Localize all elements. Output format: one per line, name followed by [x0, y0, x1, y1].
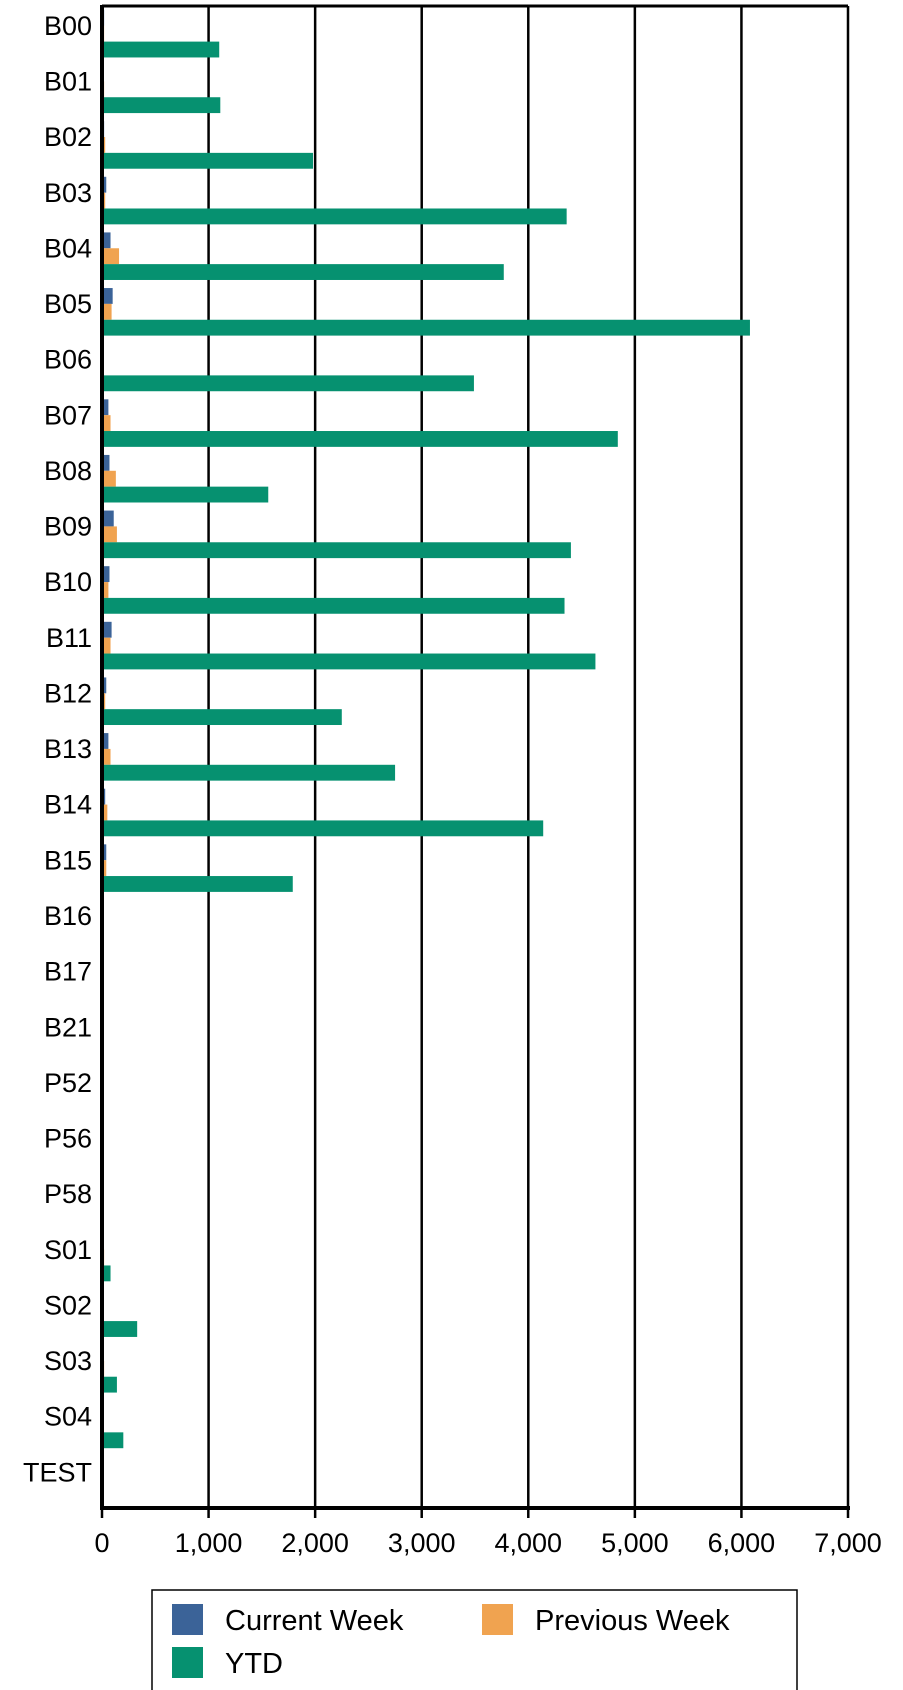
- bar-b10-previous-week: [102, 582, 109, 598]
- category-label: B05: [44, 289, 92, 319]
- x-tick-label: 2,000: [281, 1528, 349, 1558]
- bar-b08-ytd: [102, 486, 269, 503]
- bar-b09-previous-week: [102, 526, 117, 543]
- category-label: S02: [44, 1290, 92, 1320]
- category-label: TEST: [23, 1457, 92, 1487]
- bars: [102, 9, 750, 1504]
- category-label: S01: [44, 1235, 92, 1265]
- category-label: B08: [44, 456, 92, 486]
- legend-box: [151, 1589, 798, 1690]
- x-tick-label: 5,000: [601, 1528, 669, 1558]
- category-label: B06: [44, 345, 92, 375]
- category-label: B09: [44, 512, 92, 542]
- bar-b02-ytd: [102, 152, 314, 169]
- bar-b09-current-week: [102, 510, 114, 527]
- x-tick-label: 1,000: [175, 1528, 243, 1558]
- category-label: B00: [44, 11, 92, 41]
- category-label: B01: [44, 67, 92, 97]
- bar-s01-ytd: [102, 1265, 111, 1282]
- category-label: S04: [44, 1402, 92, 1432]
- axes: [100, 4, 850, 1518]
- bar-b06-ytd: [102, 375, 474, 392]
- bar-b07-current-week: [102, 399, 109, 416]
- bar-b03-current-week: [102, 176, 107, 193]
- bar-b10-ytd: [102, 597, 565, 614]
- category-label: B02: [44, 122, 92, 152]
- bar-b04-ytd: [102, 264, 504, 280]
- category-label: S03: [44, 1346, 92, 1376]
- legend-swatch-ytd: [172, 1647, 203, 1678]
- category-label: B14: [44, 790, 92, 820]
- category-label: P58: [44, 1179, 92, 1209]
- bar-b13-ytd: [102, 764, 396, 781]
- bar-b05-current-week: [102, 288, 113, 304]
- category-label: B10: [44, 567, 92, 597]
- category-label: P52: [44, 1068, 92, 1098]
- bar-b01-ytd: [102, 97, 221, 114]
- legend-swatch-current-week: [172, 1604, 203, 1635]
- category-label: B15: [44, 845, 92, 875]
- bar-b11-ytd: [102, 653, 596, 670]
- category-label: B03: [44, 178, 92, 208]
- bar-b08-current-week: [102, 454, 110, 471]
- bar-b05-ytd: [102, 319, 750, 336]
- category-label: B07: [44, 400, 92, 430]
- bar-b11-current-week: [102, 621, 112, 638]
- bar-s03-ytd: [102, 1376, 117, 1393]
- x-tick-label: 6,000: [708, 1528, 776, 1558]
- category-label: P56: [44, 1124, 92, 1154]
- bar-b14-ytd: [102, 820, 544, 837]
- bar-b07-previous-week: [102, 415, 111, 432]
- category-label: B21: [44, 1012, 92, 1042]
- bar-b11-previous-week: [102, 637, 111, 654]
- category-label: B13: [44, 734, 92, 764]
- bar-b13-current-week: [102, 733, 109, 749]
- bar-b00-ytd: [102, 41, 220, 58]
- bar-b12-ytd: [102, 709, 342, 726]
- bar-b04-previous-week: [102, 248, 120, 265]
- bar-b08-previous-week: [102, 470, 116, 487]
- legend-swatch-previous-week: [482, 1604, 513, 1635]
- x-tick-label: 3,000: [388, 1528, 456, 1558]
- bar-s04-ytd: [102, 1432, 124, 1449]
- legend-label: Current Week: [225, 1605, 404, 1637]
- bar-b12-current-week: [102, 677, 107, 694]
- x-tick-label: 0: [94, 1528, 109, 1558]
- tick-labels: 0 1,000 2,000 3,000 4,000 5,000 6,000 7,000: [94, 1528, 881, 1558]
- category-label: B11: [46, 623, 92, 653]
- gridlines: [207, 6, 850, 1508]
- x-tick-label: 4,000: [494, 1528, 562, 1558]
- legend-label: YTD: [225, 1648, 283, 1680]
- bar-b15-previous-week: [102, 860, 107, 877]
- bar-b05-previous-week: [102, 303, 112, 320]
- legend-label: Previous Week: [535, 1605, 730, 1637]
- bar-b03-ytd: [102, 208, 567, 225]
- category-label: B12: [44, 678, 92, 708]
- bar-s02-ytd: [102, 1321, 138, 1337]
- category-label: B17: [44, 957, 92, 987]
- x-tick-label: 7,000: [814, 1528, 882, 1558]
- category-label: B16: [44, 901, 92, 931]
- bar-b15-ytd: [102, 876, 293, 892]
- bar-b09-ytd: [102, 542, 571, 559]
- bar-b10-current-week: [102, 566, 110, 583]
- bar-b13-previous-week: [102, 748, 111, 765]
- bar-b04-current-week: [102, 232, 111, 249]
- bar-b14-previous-week: [102, 804, 108, 821]
- bar-b07-ytd: [102, 431, 618, 447]
- category-labels: B00 B01 B02 B03 B04 B05 B06 B07 B08 B09 B10 B11 B12 B…: [23, 11, 92, 1487]
- legend: Current Week Previous Week YTD: [151, 1589, 798, 1690]
- category-label: B04: [44, 233, 92, 263]
- bar-b15-current-week: [102, 844, 107, 861]
